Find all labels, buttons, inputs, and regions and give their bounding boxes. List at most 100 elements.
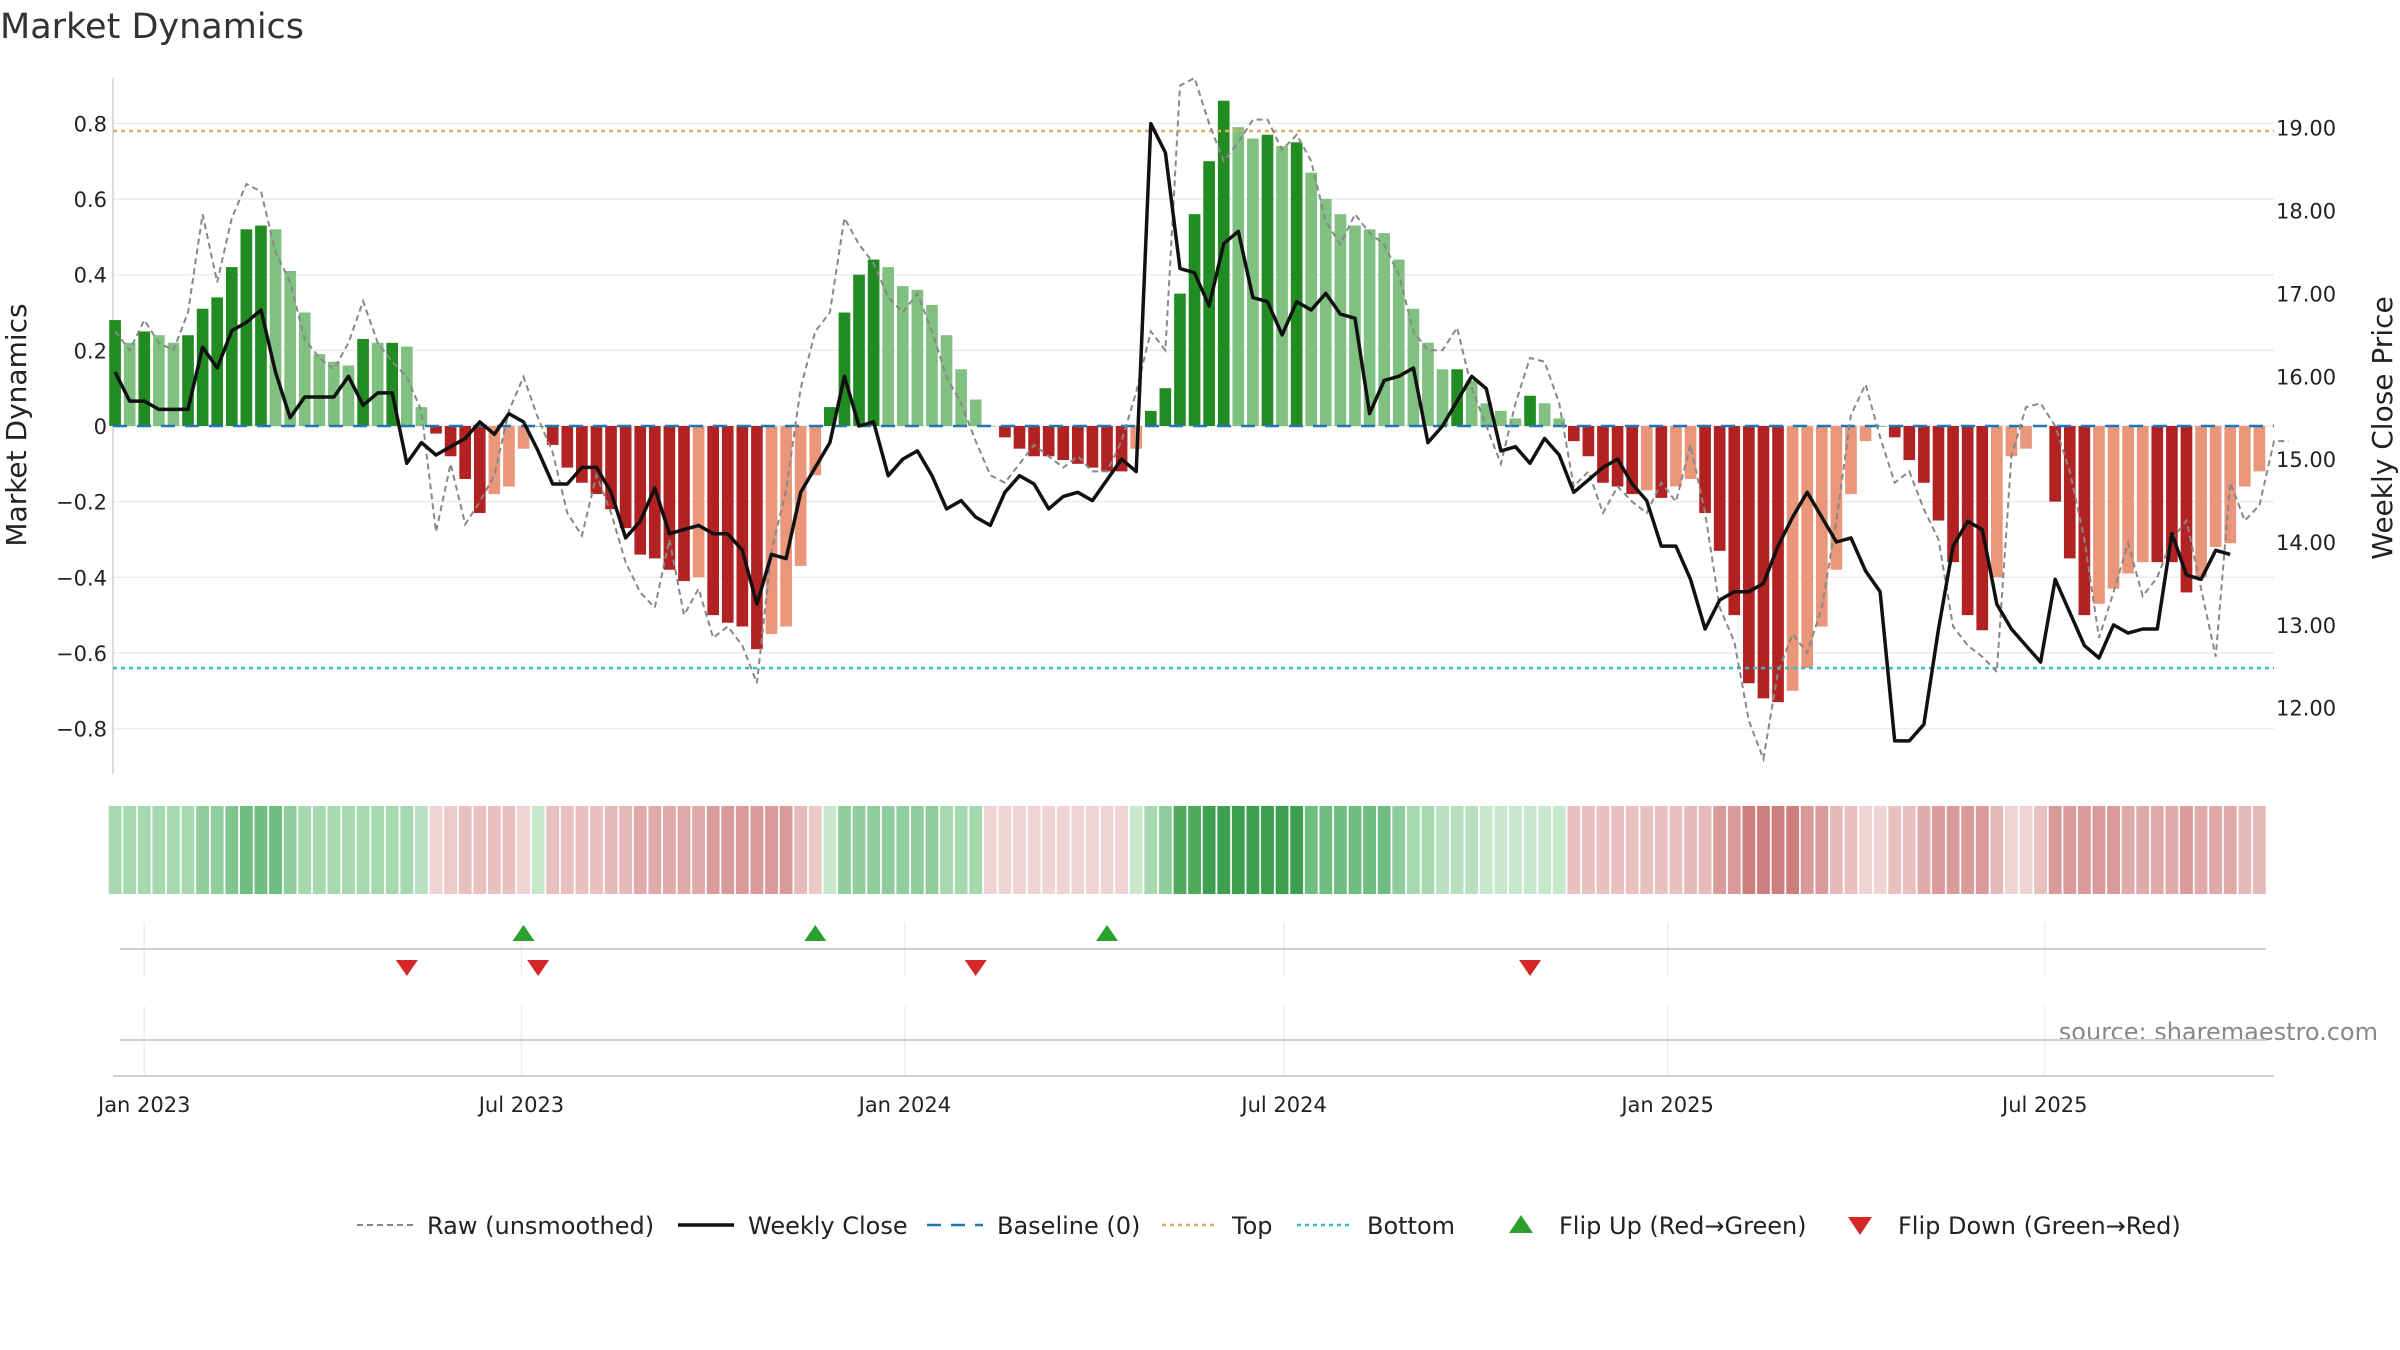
band-cell [1509,806,1522,894]
axes: 0.8 0.6 0.4 0.2 0 −0.2 −0.4 −0.6 −0.8 19.00 18.00 1… [56,78,2336,774]
band-cell [1713,806,1727,894]
band-cell [692,806,705,894]
band-cell [867,806,881,894]
bar-week [2209,426,2222,548]
band-cell [1115,806,1129,894]
band-cell [1567,806,1581,894]
left-axis-title: Market Dynamics [0,303,33,546]
bar-week [1101,426,1113,472]
bar-week [1684,426,1697,479]
bar-week [269,229,282,426]
bar-week [2078,426,2091,616]
band-cell [1231,806,1245,894]
regime-band [108,806,2266,894]
band-cell [531,806,545,894]
band-cell [371,806,385,894]
bar-week [2238,426,2251,487]
band-cell [590,806,603,894]
bar-week [196,308,209,426]
band-cell [444,806,458,894]
band-cell [1844,806,1858,894]
bar-week [1290,142,1303,426]
bar-week [1144,410,1157,426]
bar-week [138,331,151,426]
band-cell [312,806,326,894]
bar-week [1932,426,1945,521]
left-tick-label: 0.6 [74,188,107,212]
band-cell [1902,806,1916,894]
bar-week [371,342,384,426]
bar-week [1845,426,1857,495]
bar-week [1480,403,1493,426]
band-cell [1596,806,1610,894]
band-cell [1873,806,1887,894]
band-cell [429,806,443,894]
band-cell [706,806,720,894]
band-cell [779,806,793,894]
band-cell [2252,806,2266,894]
legend-label: Bottom [1367,1212,1455,1240]
legend-label: Raw (unsmoothed) [427,1212,654,1240]
legend-item-close: Weekly Close [678,1212,908,1240]
band-cell [2165,806,2179,894]
bar-week [386,342,399,426]
band-cell [1669,806,1683,894]
band-cell [517,806,530,894]
bar-week [2253,426,2266,472]
band-cell [677,806,691,894]
band-cell [356,806,370,894]
x-tick-label: Jul 2023 [477,1093,564,1117]
band-cell [2150,806,2164,894]
band-cell [1727,806,1741,894]
bar-week [824,407,836,426]
band-cell [896,806,910,894]
band-cell [823,806,837,894]
bar-week [1699,426,1711,513]
legend-label: Flip Down (Green→Red) [1898,1212,2181,1240]
band-cell [1742,806,1756,894]
band-cell [2238,806,2252,894]
bar-week [1422,342,1434,426]
bar-week [1772,426,1784,703]
band-cell [254,806,268,894]
band-cell [473,806,487,894]
bar-week [1013,426,1026,449]
band-cell [283,806,297,894]
close-series [113,121,2231,743]
bar-week [1276,146,1288,426]
bar-week [313,354,326,426]
x-tick-label: Jul 2025 [2000,1093,2087,1117]
band-cell [1538,806,1552,894]
bar-week [1597,426,1609,483]
band-cell [1406,806,1420,894]
bar-week [1743,426,1755,684]
legend-item-raw: Raw (unsmoothed) [357,1212,654,1240]
bar-week [1232,127,1245,426]
bar-week [182,335,194,426]
band-cell [604,806,618,894]
band-cell [910,806,924,894]
bar-week [1801,426,1814,669]
bar-week [838,312,851,426]
bar-week [1203,161,1215,426]
band-cell [1932,806,1945,894]
bar-week [459,426,472,479]
band-cell [852,806,866,894]
band-cell [648,806,662,894]
bar-week [1086,426,1099,468]
bar-week [1305,172,1318,426]
left-tick-label: −0.4 [56,566,107,590]
bar-week [751,426,763,650]
flip-down-marker [964,960,987,976]
legend: Raw (unsmoothed) Weekly Close Baseline (0)… [357,1212,2181,1240]
legend-item-bottom: Bottom [1297,1212,1455,1240]
bar-week [1582,426,1595,457]
band-cell [2194,806,2208,894]
band-cell [1217,806,1231,894]
right-tick-label: 15.00 [2276,448,2336,472]
bar-week [999,426,1011,438]
band-cell [269,806,282,894]
band-cell [1698,806,1712,894]
band-cell [1392,806,1406,894]
bar-week [2151,426,2164,563]
